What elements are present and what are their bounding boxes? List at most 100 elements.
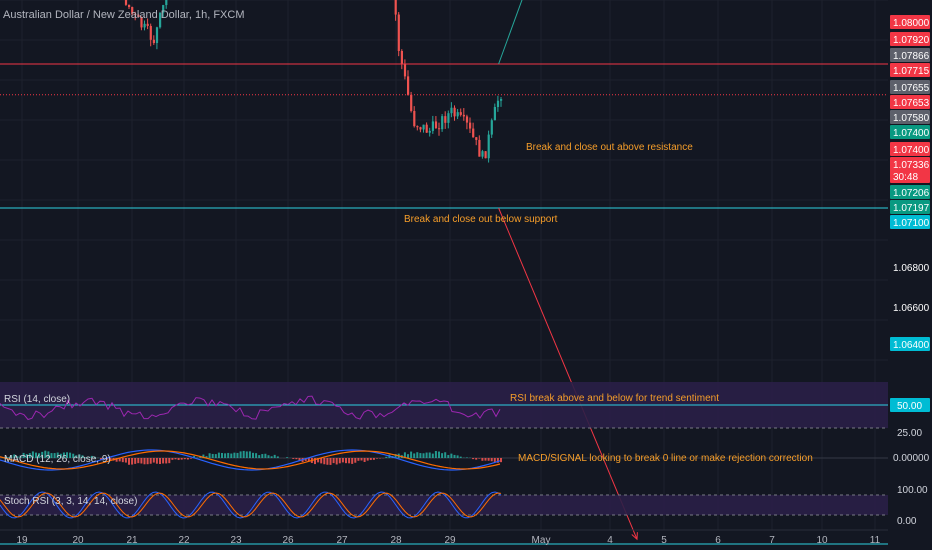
price-axis-label[interactable]: 1.07400 (893, 128, 930, 139)
candle-body[interactable] (131, 7, 134, 14)
stoch-upper-label[interactable]: 100.00 (897, 485, 928, 496)
time-axis[interactable]: 19 20 21 22 23 26 27 28 29 May 4 5 6 7 10 11 (0, 529, 888, 546)
stoch-k-line[interactable] (0, 491, 502, 519)
candle-body[interactable] (155, 27, 159, 44)
stoch-lower-label[interactable]: 0.00 (897, 516, 917, 527)
macd-line[interactable] (0, 449, 501, 471)
candle-body[interactable] (450, 107, 453, 114)
time-axis-label[interactable]: 27 (336, 535, 348, 546)
candle-body[interactable] (124, 0, 128, 5)
candle-body[interactable] (500, 99, 503, 101)
candle-body[interactable] (407, 76, 410, 95)
projection-arrow-up[interactable] (498, 0, 581, 65)
candle-body[interactable] (419, 127, 422, 130)
candle-body[interactable] (456, 112, 459, 117)
price-axis-label[interactable]: 1.06600 (893, 303, 930, 314)
price-axis-label[interactable]: 1.07336 (893, 160, 930, 171)
candle-body[interactable] (394, 0, 397, 15)
rsi-line[interactable] (0, 395, 501, 421)
macd-pane[interactable]: MACD (12, 26, close, 9) MACD/SIGNAL looki… (0, 449, 888, 471)
candle-body[interactable] (137, 14, 140, 18)
candle-body[interactable] (428, 130, 431, 133)
price-axis-label[interactable]: 1.07653 (893, 98, 930, 109)
time-axis-label[interactable]: 21 (126, 535, 138, 546)
projection-arrows[interactable] (498, 0, 638, 541)
candle-body[interactable] (465, 116, 469, 123)
candle-body[interactable] (434, 121, 438, 129)
candle-body[interactable] (403, 63, 407, 77)
stoch-title[interactable]: Stoch RSI (3, 3, 14, 14, close) (4, 496, 137, 507)
time-axis-label[interactable]: 29 (444, 535, 456, 546)
candle-body[interactable] (469, 122, 472, 129)
price-axis-label[interactable]: 1.06800 (893, 263, 930, 274)
time-axis-label[interactable]: 23 (230, 535, 242, 546)
candle-body[interactable] (459, 112, 462, 115)
candle-body[interactable] (422, 124, 425, 130)
price-axis-label[interactable]: 1.07206 (893, 188, 930, 199)
candle-body[interactable] (165, 0, 168, 6)
price-axis-label[interactable]: 1.07715 (893, 66, 930, 77)
candle-body[interactable] (431, 121, 434, 131)
candle-body[interactable] (413, 110, 416, 127)
candle-body[interactable] (146, 23, 149, 26)
price-axis-label[interactable]: 1.07580 (893, 113, 930, 124)
candle-body[interactable] (493, 107, 496, 121)
time-axis-label[interactable]: 19 (16, 535, 28, 546)
rsi-lower-label[interactable]: 25.00 (897, 428, 922, 439)
candle-body[interactable] (484, 151, 487, 159)
candle-body[interactable] (425, 124, 428, 133)
candle-body[interactable] (410, 94, 413, 111)
candle-body[interactable] (140, 17, 143, 28)
candle-body[interactable] (441, 116, 444, 130)
horizontal-levels[interactable] (0, 0, 888, 545)
candle-body[interactable] (487, 134, 490, 159)
stoch-rsi-pane[interactable]: Stoch RSI (3, 3, 14, 14, close) (0, 491, 888, 519)
time-axis-label[interactable]: 6 (715, 535, 721, 546)
signal-line[interactable] (0, 450, 501, 470)
price-axis-label[interactable]: 1.07866 (893, 51, 930, 62)
candle-body[interactable] (152, 39, 155, 44)
candle-body[interactable] (128, 4, 131, 8)
price-axis[interactable]: 1.08000 1.07920 1.07866 1.07715 1.07655 1.076… (890, 15, 930, 527)
macd-title[interactable]: MACD (12, 26, close, 9) (4, 454, 111, 465)
time-axis-label[interactable]: 11 (870, 535, 881, 546)
candle-body[interactable] (143, 23, 146, 28)
candlesticks[interactable] (4, 0, 503, 163)
candle-body[interactable] (478, 139, 481, 157)
price-axis-label[interactable]: 1.07197 (893, 203, 930, 214)
stoch-d-line[interactable] (0, 492, 502, 518)
rsi-level-label[interactable]: 50.00 (897, 401, 922, 412)
price-axis-label[interactable]: 1.07400 (893, 145, 930, 156)
price-axis-label[interactable]: 1.07655 (893, 83, 930, 94)
price-axis-label[interactable]: 1.07100 (893, 218, 930, 229)
candle-body[interactable] (397, 14, 400, 51)
candle-body[interactable] (416, 126, 419, 128)
candle-body[interactable] (159, 12, 162, 28)
candle-body[interactable] (490, 120, 493, 135)
candle-body[interactable] (134, 13, 137, 15)
rsi-title[interactable]: RSI (14, close) (4, 394, 70, 405)
price-axis-label[interactable]: 1.08000 (893, 18, 930, 29)
candle-body[interactable] (481, 151, 484, 157)
candle-body[interactable] (162, 5, 165, 13)
candle-body[interactable] (453, 107, 456, 117)
candle-body[interactable] (447, 113, 450, 123)
time-axis-label[interactable]: 5 (661, 535, 667, 546)
time-axis-label[interactable]: May (532, 535, 551, 546)
time-axis-label[interactable]: 4 (607, 535, 613, 546)
candle-body[interactable] (472, 128, 475, 138)
price-axis-label[interactable]: 1.07920 (893, 35, 930, 46)
time-axis-label[interactable]: 22 (178, 535, 190, 546)
candle-body[interactable] (475, 137, 478, 140)
time-axis-label[interactable]: 7 (769, 535, 775, 546)
candle-body[interactable] (444, 116, 447, 123)
candle-body[interactable] (438, 128, 441, 130)
symbol-title[interactable]: Australian Dollar / New Zealand Dollar, … (3, 9, 245, 21)
time-axis-label[interactable]: 20 (72, 535, 84, 546)
price-axis-label[interactable]: 1.06400 (893, 340, 930, 351)
candle-body[interactable] (400, 50, 403, 64)
time-axis-label[interactable]: 28 (390, 535, 402, 546)
time-axis-label[interactable]: 26 (282, 535, 294, 546)
price-axis-label[interactable]: 30:48 (893, 172, 918, 183)
